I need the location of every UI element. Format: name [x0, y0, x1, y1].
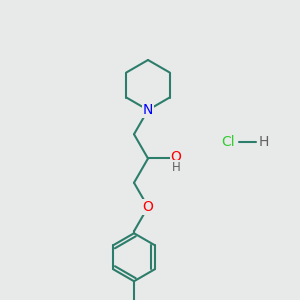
Text: H: H	[259, 135, 269, 149]
Text: O: O	[171, 151, 182, 164]
Text: H: H	[172, 161, 180, 174]
Text: O: O	[142, 200, 153, 214]
Text: N: N	[143, 103, 153, 117]
Text: Cl: Cl	[221, 135, 235, 149]
